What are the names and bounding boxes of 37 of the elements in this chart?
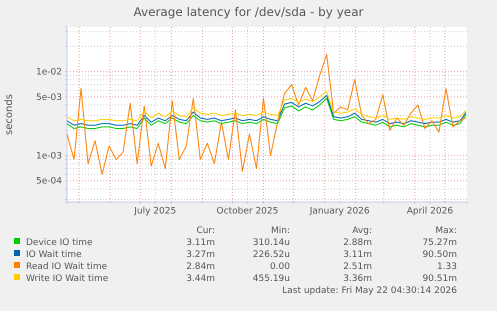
text: 3.36m bbox=[343, 274, 372, 284]
line-series bbox=[66, 90, 466, 122]
text: 3.11m bbox=[186, 238, 215, 248]
y-axis-title: seconds bbox=[4, 94, 15, 135]
text: Last update: Fri May 22 04:30:14 2026 bbox=[282, 286, 458, 296]
legend-label: Read IO Wait time bbox=[26, 262, 108, 272]
legend-label: Write IO Wait time bbox=[26, 274, 109, 284]
chart-title: Average latency for /dev/sda - by year bbox=[134, 5, 364, 19]
text: 3.44m bbox=[186, 274, 215, 284]
text: 226.52u bbox=[252, 250, 290, 260]
x-tick-label: October 2025 bbox=[216, 206, 278, 216]
text: 90.51m bbox=[422, 274, 457, 284]
text: 3.27m bbox=[186, 250, 215, 260]
text: 3.11m bbox=[343, 250, 372, 260]
text: Avg: bbox=[352, 226, 372, 236]
legend-label: IO Wait time bbox=[26, 250, 82, 260]
y-tick-label: 1e-03 bbox=[36, 151, 62, 162]
text: 2.84m bbox=[186, 262, 215, 272]
text: 2.88m bbox=[343, 238, 372, 248]
text: Max: bbox=[435, 226, 457, 236]
text: 75.27m bbox=[422, 238, 457, 248]
legend-label: Device IO time bbox=[26, 238, 94, 248]
text: Cur: bbox=[196, 226, 215, 236]
text: 90.50m bbox=[422, 250, 457, 260]
text: 1.33 bbox=[436, 262, 457, 272]
line-series bbox=[66, 54, 466, 175]
text: 2.51m bbox=[343, 262, 372, 272]
y-tick-label: 5e-03 bbox=[36, 92, 62, 103]
x-tick-label: July 2025 bbox=[133, 206, 176, 216]
x-tick-label: January 2026 bbox=[308, 206, 370, 216]
text: 455.19u bbox=[252, 274, 290, 284]
x-tick-label: April 2026 bbox=[406, 206, 454, 216]
text: 0.00 bbox=[270, 262, 290, 272]
y-tick-label: 5e-04 bbox=[36, 176, 62, 187]
text: 310.14u bbox=[252, 238, 290, 248]
text: Min: bbox=[270, 226, 290, 236]
y-tick-label: 1e-02 bbox=[36, 68, 62, 78]
